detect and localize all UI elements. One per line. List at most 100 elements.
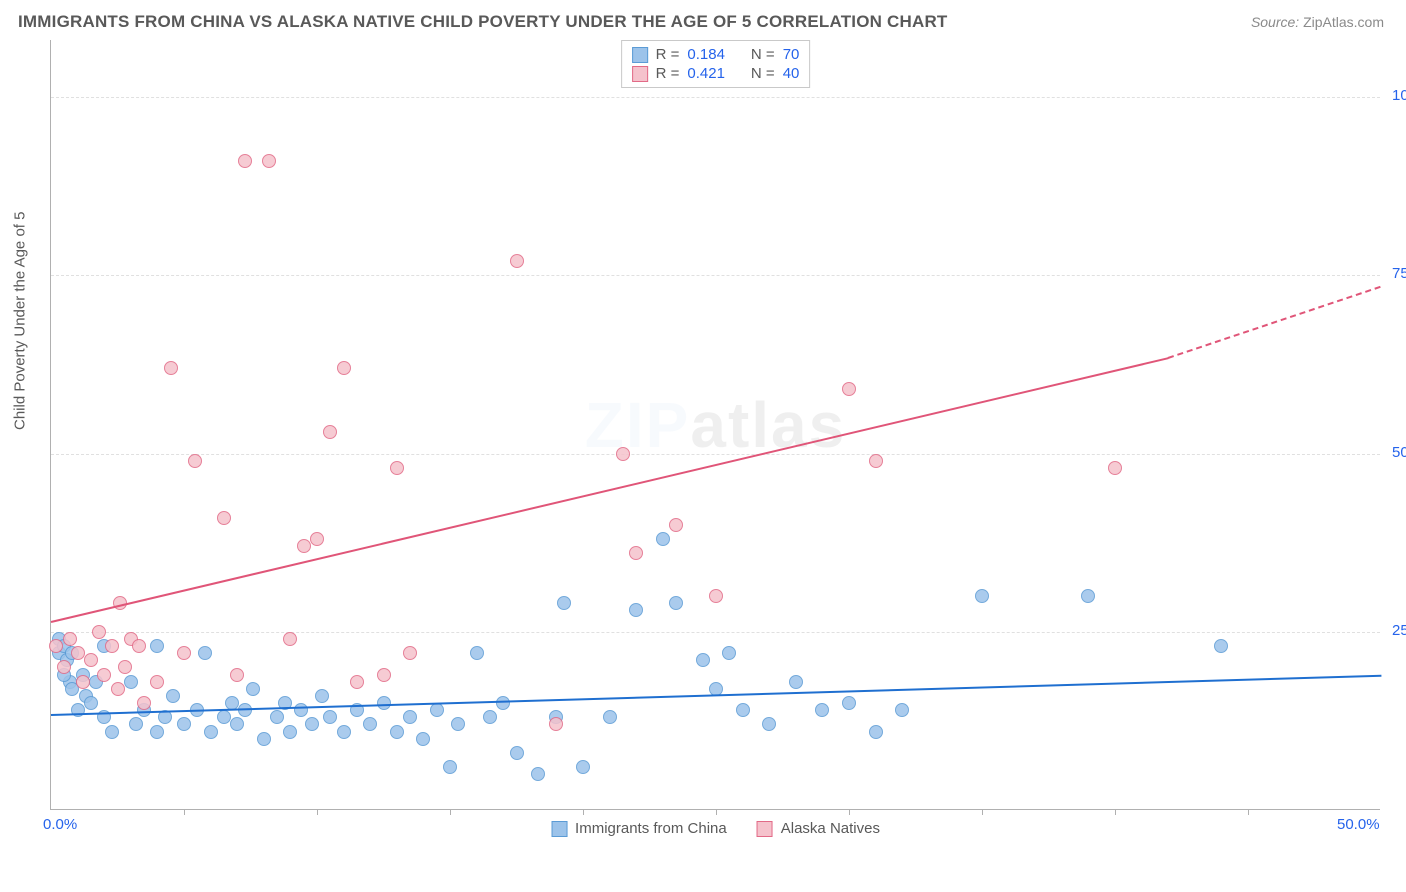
data-point — [323, 425, 337, 439]
data-point — [164, 361, 178, 375]
n-label: N = — [751, 46, 775, 63]
gridline — [51, 632, 1380, 633]
data-point — [238, 154, 252, 168]
scatter-plot: ZIPatlas R =0.184N =70R =0.421N =40 Immi… — [50, 40, 1380, 810]
data-point — [230, 717, 244, 731]
x-tick-minor — [1115, 809, 1116, 815]
data-point — [483, 710, 497, 724]
n-value: 40 — [783, 65, 800, 82]
data-point — [470, 646, 484, 660]
data-point — [132, 639, 146, 653]
source-value: ZipAtlas.com — [1303, 14, 1384, 30]
y-axis-label: Child Poverty Under the Age of 5 — [12, 212, 29, 430]
data-point — [124, 675, 138, 689]
data-point — [669, 596, 683, 610]
data-point — [576, 760, 590, 774]
data-point — [869, 725, 883, 739]
data-point — [443, 760, 457, 774]
data-point — [895, 703, 909, 717]
data-point — [217, 710, 231, 724]
x-tick-minor — [184, 809, 185, 815]
data-point — [1081, 589, 1095, 603]
data-point — [177, 717, 191, 731]
data-point — [294, 703, 308, 717]
data-point — [669, 518, 683, 532]
data-point — [105, 725, 119, 739]
data-point — [762, 717, 776, 731]
legend-item: Alaska Natives — [757, 820, 880, 837]
data-point — [217, 511, 231, 525]
data-point — [531, 767, 545, 781]
data-point — [198, 646, 212, 660]
data-point — [137, 696, 151, 710]
source-label: Source: — [1251, 14, 1299, 30]
data-point — [736, 703, 750, 717]
r-label: R = — [656, 46, 680, 63]
data-point — [337, 725, 351, 739]
gridline — [51, 454, 1380, 455]
stat-legend-row: R = 0.184 N = 70 — [632, 45, 800, 64]
data-point — [204, 725, 218, 739]
data-point — [510, 746, 524, 760]
r-value: 0.184 — [687, 46, 725, 63]
data-point — [84, 696, 98, 710]
data-point — [549, 717, 563, 731]
data-point — [71, 646, 85, 660]
r-label: R = — [656, 65, 680, 82]
data-point — [842, 382, 856, 396]
data-point — [363, 717, 377, 731]
data-point — [815, 703, 829, 717]
data-point — [188, 454, 202, 468]
data-point — [310, 532, 324, 546]
data-point — [842, 696, 856, 710]
data-point — [1108, 461, 1122, 475]
n-label: N = — [751, 65, 775, 82]
legend-label: Alaska Natives — [781, 820, 880, 837]
data-point — [97, 668, 111, 682]
legend-swatch — [632, 47, 648, 63]
data-point — [166, 689, 180, 703]
trend-line — [1168, 286, 1381, 359]
x-tick-minor — [982, 809, 983, 815]
data-point — [337, 361, 351, 375]
data-point — [105, 639, 119, 653]
data-point — [305, 717, 319, 731]
data-point — [869, 454, 883, 468]
data-point — [656, 532, 670, 546]
data-point — [616, 447, 630, 461]
gridline — [51, 97, 1380, 98]
data-point — [722, 646, 736, 660]
data-point — [403, 710, 417, 724]
x-tick-minor — [583, 809, 584, 815]
data-point — [150, 639, 164, 653]
data-point — [246, 682, 260, 696]
data-point — [262, 154, 276, 168]
data-point — [49, 639, 63, 653]
x-tick-minor — [317, 809, 318, 815]
stat-legend: R =0.184N =70R =0.421N =40 — [621, 40, 811, 88]
data-point — [230, 668, 244, 682]
data-point — [63, 632, 77, 646]
n-value: 70 — [783, 46, 800, 63]
legend-item: Immigrants from China — [551, 820, 727, 837]
data-point — [390, 725, 404, 739]
data-point — [177, 646, 191, 660]
data-point — [975, 589, 989, 603]
data-point — [111, 682, 125, 696]
data-point — [416, 732, 430, 746]
data-point — [84, 653, 98, 667]
data-point — [270, 710, 284, 724]
data-point — [323, 710, 337, 724]
data-point — [129, 717, 143, 731]
legend-label: Immigrants from China — [575, 820, 727, 837]
data-point — [496, 696, 510, 710]
data-point — [283, 632, 297, 646]
y-tick-label: 50.0% — [1382, 444, 1406, 461]
data-point — [57, 660, 71, 674]
data-point — [92, 625, 106, 639]
y-tick-label: 25.0% — [1382, 622, 1406, 639]
data-point — [118, 660, 132, 674]
stat-legend-row: R =0.421N =40 — [632, 64, 800, 83]
chart-title: IMMIGRANTS FROM CHINA VS ALASKA NATIVE C… — [18, 12, 948, 32]
x-tick-label: 50.0% — [1337, 816, 1380, 833]
